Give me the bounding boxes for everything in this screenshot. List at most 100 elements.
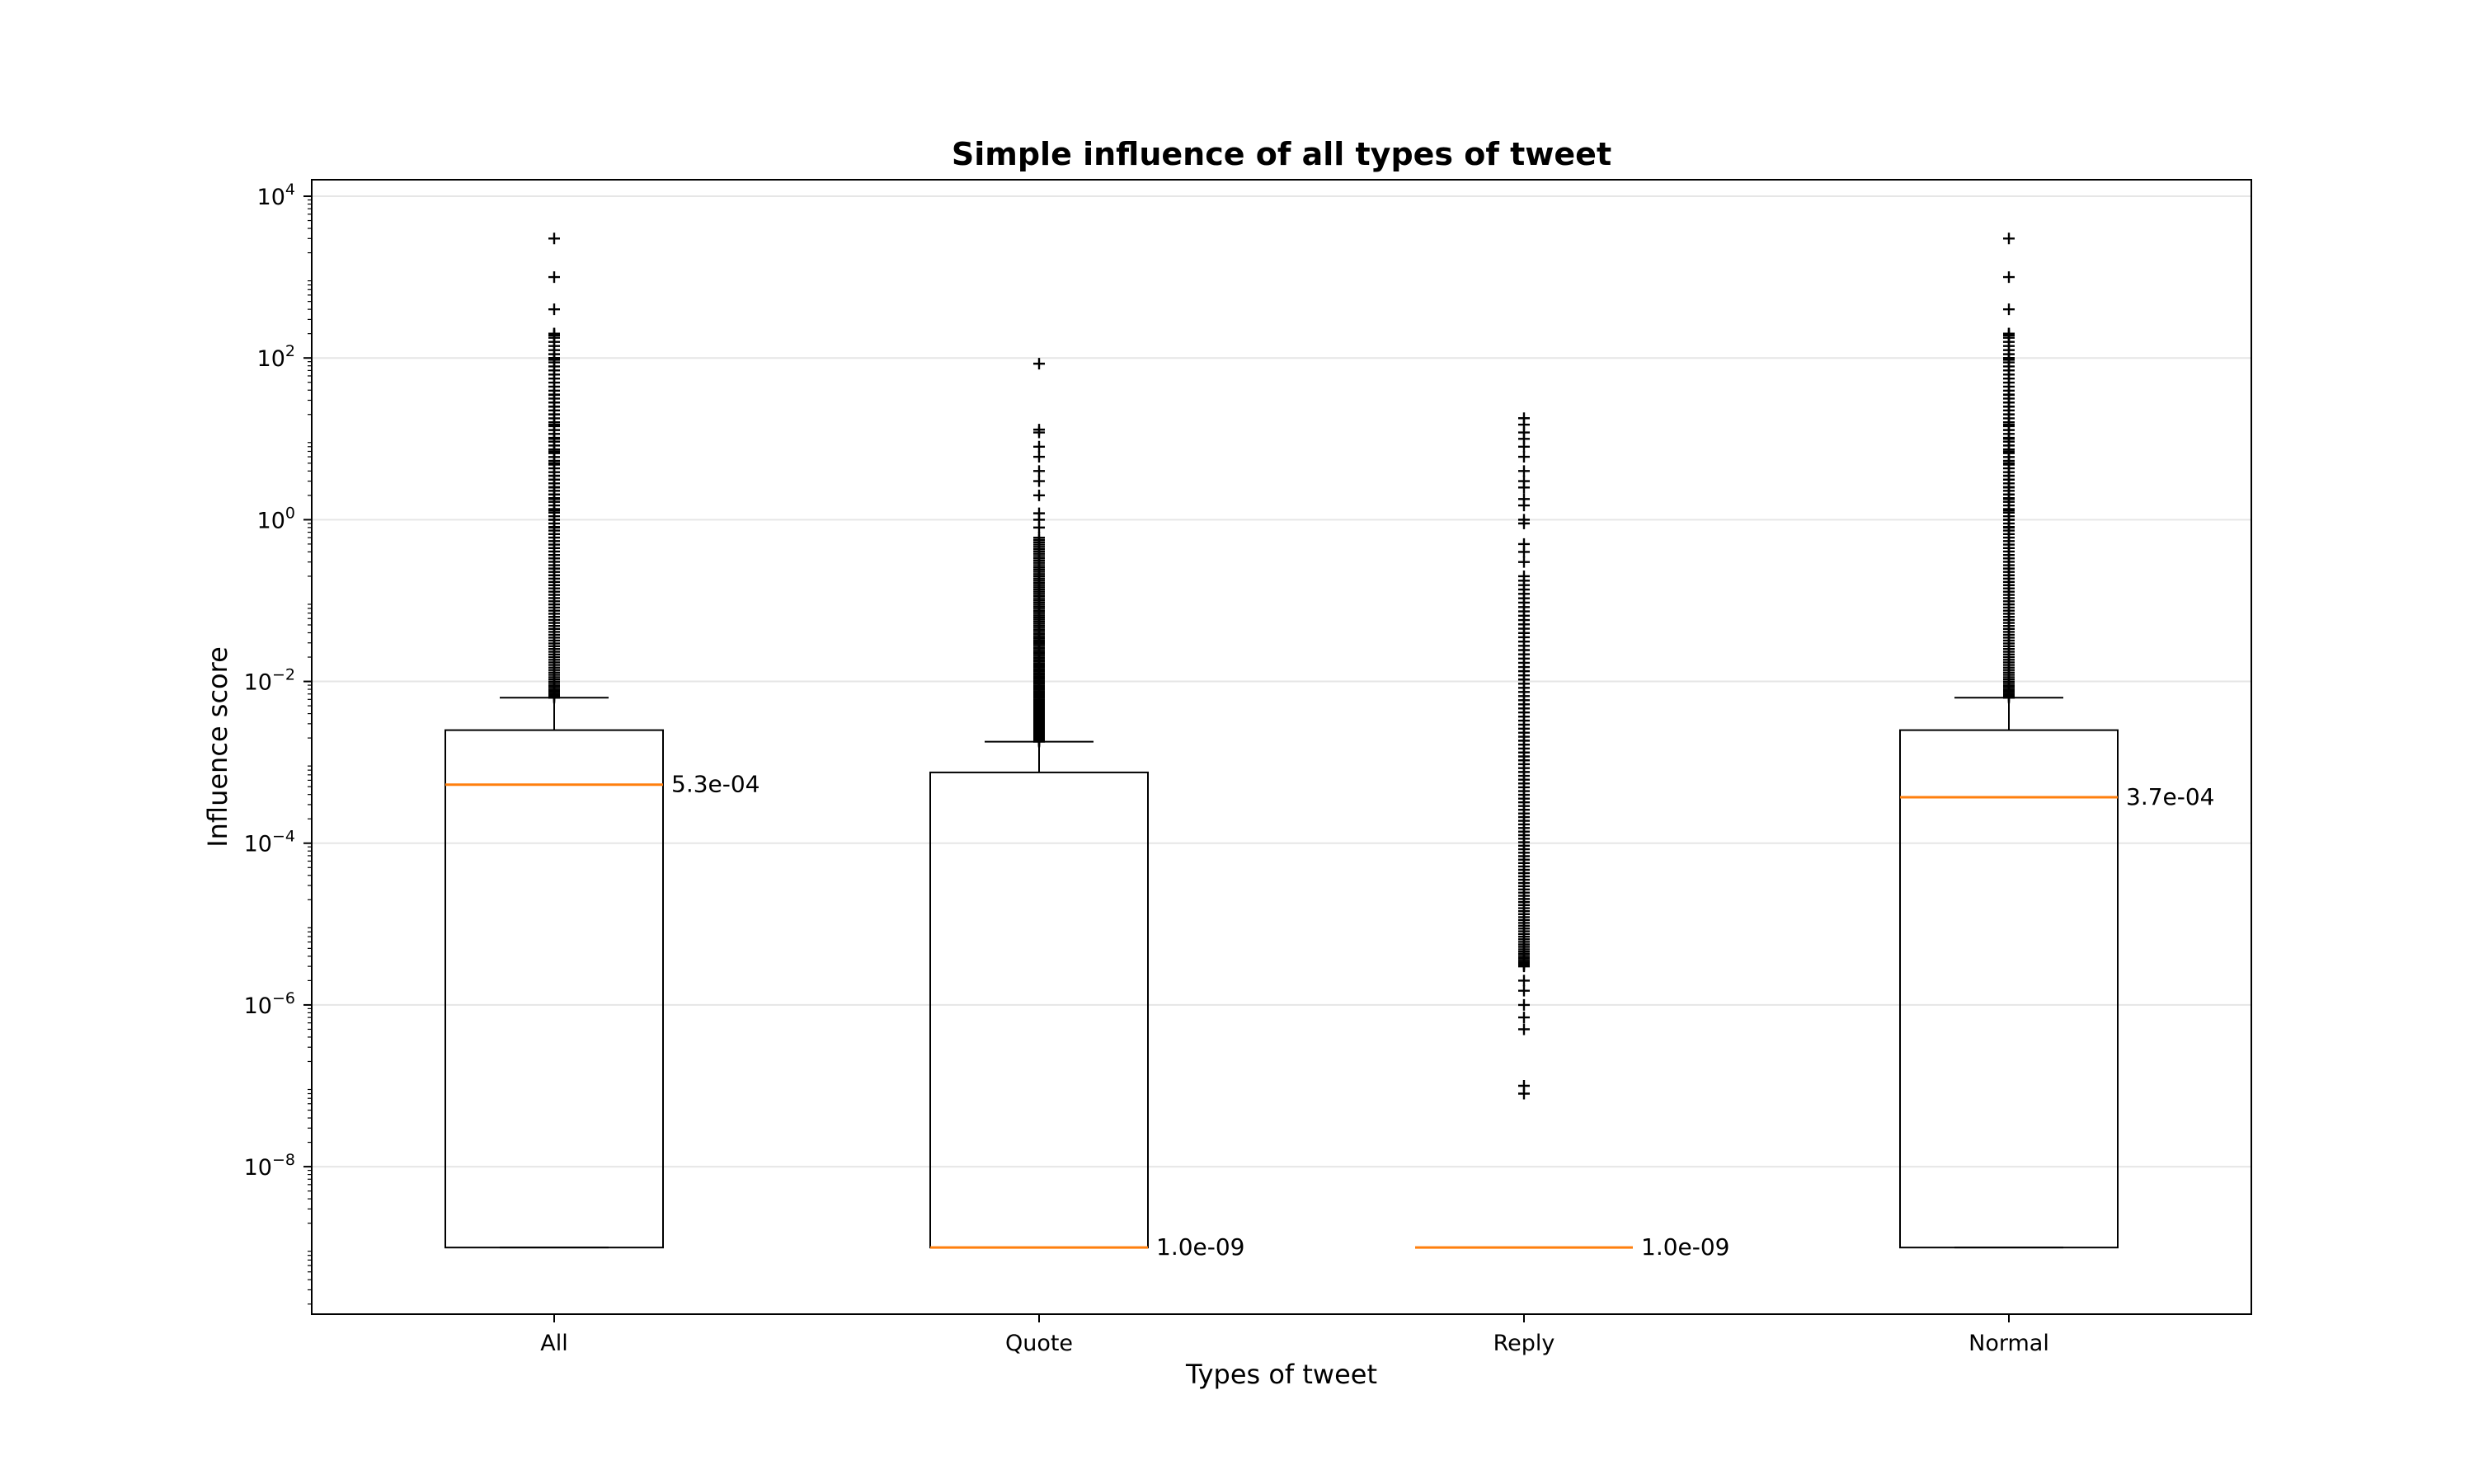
outlier-marker <box>2003 521 2015 533</box>
outlier-marker <box>2003 481 2015 494</box>
median-label: 5.3e-04 <box>671 771 760 798</box>
outlier-marker <box>1033 426 1045 439</box>
outlier-marker <box>2003 329 2015 341</box>
outlier-marker <box>2003 470 2015 482</box>
median-label: 3.7e-04 <box>2126 783 2215 810</box>
outlier-marker <box>1033 532 1045 544</box>
outlier-marker <box>548 354 560 366</box>
outliers-normal <box>2003 232 2015 704</box>
outlier-marker <box>2003 354 2015 366</box>
outlier-marker <box>548 303 560 316</box>
outlier-marker <box>1518 481 1530 494</box>
outlier-marker <box>1518 517 1530 529</box>
outlier-marker <box>1518 570 1530 582</box>
outlier-marker <box>1518 984 1530 997</box>
outlier-marker <box>2003 493 2015 505</box>
outliers-reply <box>1518 412 1530 1100</box>
outlier-marker <box>548 493 560 505</box>
x-tick-label: Normal <box>1968 1331 2049 1356</box>
box-normal: 3.7e-04 <box>1899 697 2215 1249</box>
x-tick-label: Quote <box>1005 1331 1073 1356</box>
plot-frame <box>311 179 2252 1315</box>
outlier-marker <box>2003 232 2015 245</box>
outlier-marker <box>1033 451 1045 463</box>
outlier-marker <box>2003 419 2015 431</box>
median-label: 1.0e-09 <box>1641 1233 1730 1261</box>
outlier-marker <box>1518 1023 1530 1036</box>
y-tick-exponent: −6 <box>272 989 295 1007</box>
outlier-marker <box>1518 465 1530 477</box>
outlier-marker <box>1518 440 1530 453</box>
box-reply: 1.0e-09 <box>1415 1233 1730 1261</box>
outliers-all <box>548 232 560 704</box>
outlier-marker <box>548 419 560 431</box>
y-tick-base: 10 <box>244 832 272 857</box>
y-tick-label: 10−6 <box>244 989 295 1019</box>
outlier-marker <box>548 329 560 341</box>
outlier-marker <box>1033 465 1045 477</box>
outlier-marker <box>548 401 560 413</box>
y-tick-label: 10−8 <box>244 1151 295 1181</box>
x-axis-label: Types of tweet <box>1185 1359 1377 1390</box>
y-tick-exponent: 2 <box>285 342 295 360</box>
y-tick-exponent: −8 <box>272 1151 295 1169</box>
chart-title: Simple influence of all types of tweet <box>952 136 1611 172</box>
outliers-quote <box>1033 358 1045 748</box>
outlier-marker <box>1518 1087 1530 1100</box>
x-tick-label: All <box>540 1331 567 1356</box>
outlier-marker <box>548 232 560 245</box>
median-label: 1.0e-09 <box>1156 1233 1245 1261</box>
outlier-marker <box>548 481 560 494</box>
outlier-marker <box>548 445 560 458</box>
outlier-marker <box>548 271 560 284</box>
y-tick-base: 10 <box>257 508 285 533</box>
outlier-marker <box>548 457 560 469</box>
y-tick-label: 100 <box>257 504 295 533</box>
outlier-marker <box>2003 388 2015 401</box>
outlier-marker <box>1518 974 1530 987</box>
y-tick-exponent: −4 <box>272 828 295 846</box>
x-tick-label: Reply <box>1493 1331 1555 1356</box>
outlier-marker <box>548 521 560 533</box>
box-quote: 1.0e-09 <box>929 740 1245 1261</box>
outlier-marker <box>548 433 560 445</box>
outlier-marker <box>1033 521 1045 533</box>
y-tick-label: 10−2 <box>244 666 295 696</box>
outlier-marker <box>1033 358 1045 370</box>
box-all: 5.3e-04 <box>444 697 760 1249</box>
y-tick-exponent: 4 <box>285 181 295 199</box>
y-tick-label: 104 <box>257 181 295 210</box>
y-tick-exponent: −2 <box>272 666 295 684</box>
boxes: 5.3e-04 1.0e-09 1.0e-09 3.7e-04 <box>444 697 2215 1261</box>
outlier-marker <box>1033 489 1045 501</box>
outliers <box>548 232 2015 1100</box>
outlier-marker <box>2003 401 2015 413</box>
outlier-marker <box>1518 556 1530 568</box>
y-tick-label: 10−4 <box>244 828 295 857</box>
outlier-marker <box>1518 1012 1530 1024</box>
y-tick-base: 10 <box>244 993 272 1019</box>
grid-lines <box>312 195 2251 1168</box>
outlier-marker <box>1518 546 1530 558</box>
outlier-marker <box>548 388 560 401</box>
outlier-marker <box>548 470 560 482</box>
outlier-marker <box>1518 998 1530 1011</box>
outlier-marker <box>2003 457 2015 469</box>
y-tick-exponent: 0 <box>285 504 295 522</box>
y-tick-base: 10 <box>257 346 285 372</box>
y-axis-label: Influence score <box>202 646 233 848</box>
outlier-marker <box>1518 500 1530 512</box>
outlier-marker <box>2003 303 2015 316</box>
outlier-marker <box>2003 433 2015 445</box>
outlier-marker <box>1033 440 1045 453</box>
outlier-marker <box>1033 475 1045 487</box>
y-tick-base: 10 <box>244 670 272 696</box>
outlier-marker <box>2003 271 2015 284</box>
y-tick-base: 10 <box>244 1155 272 1181</box>
y-tick-base: 10 <box>257 185 285 210</box>
y-tick-label: 102 <box>257 342 295 372</box>
outlier-marker <box>2003 445 2015 458</box>
